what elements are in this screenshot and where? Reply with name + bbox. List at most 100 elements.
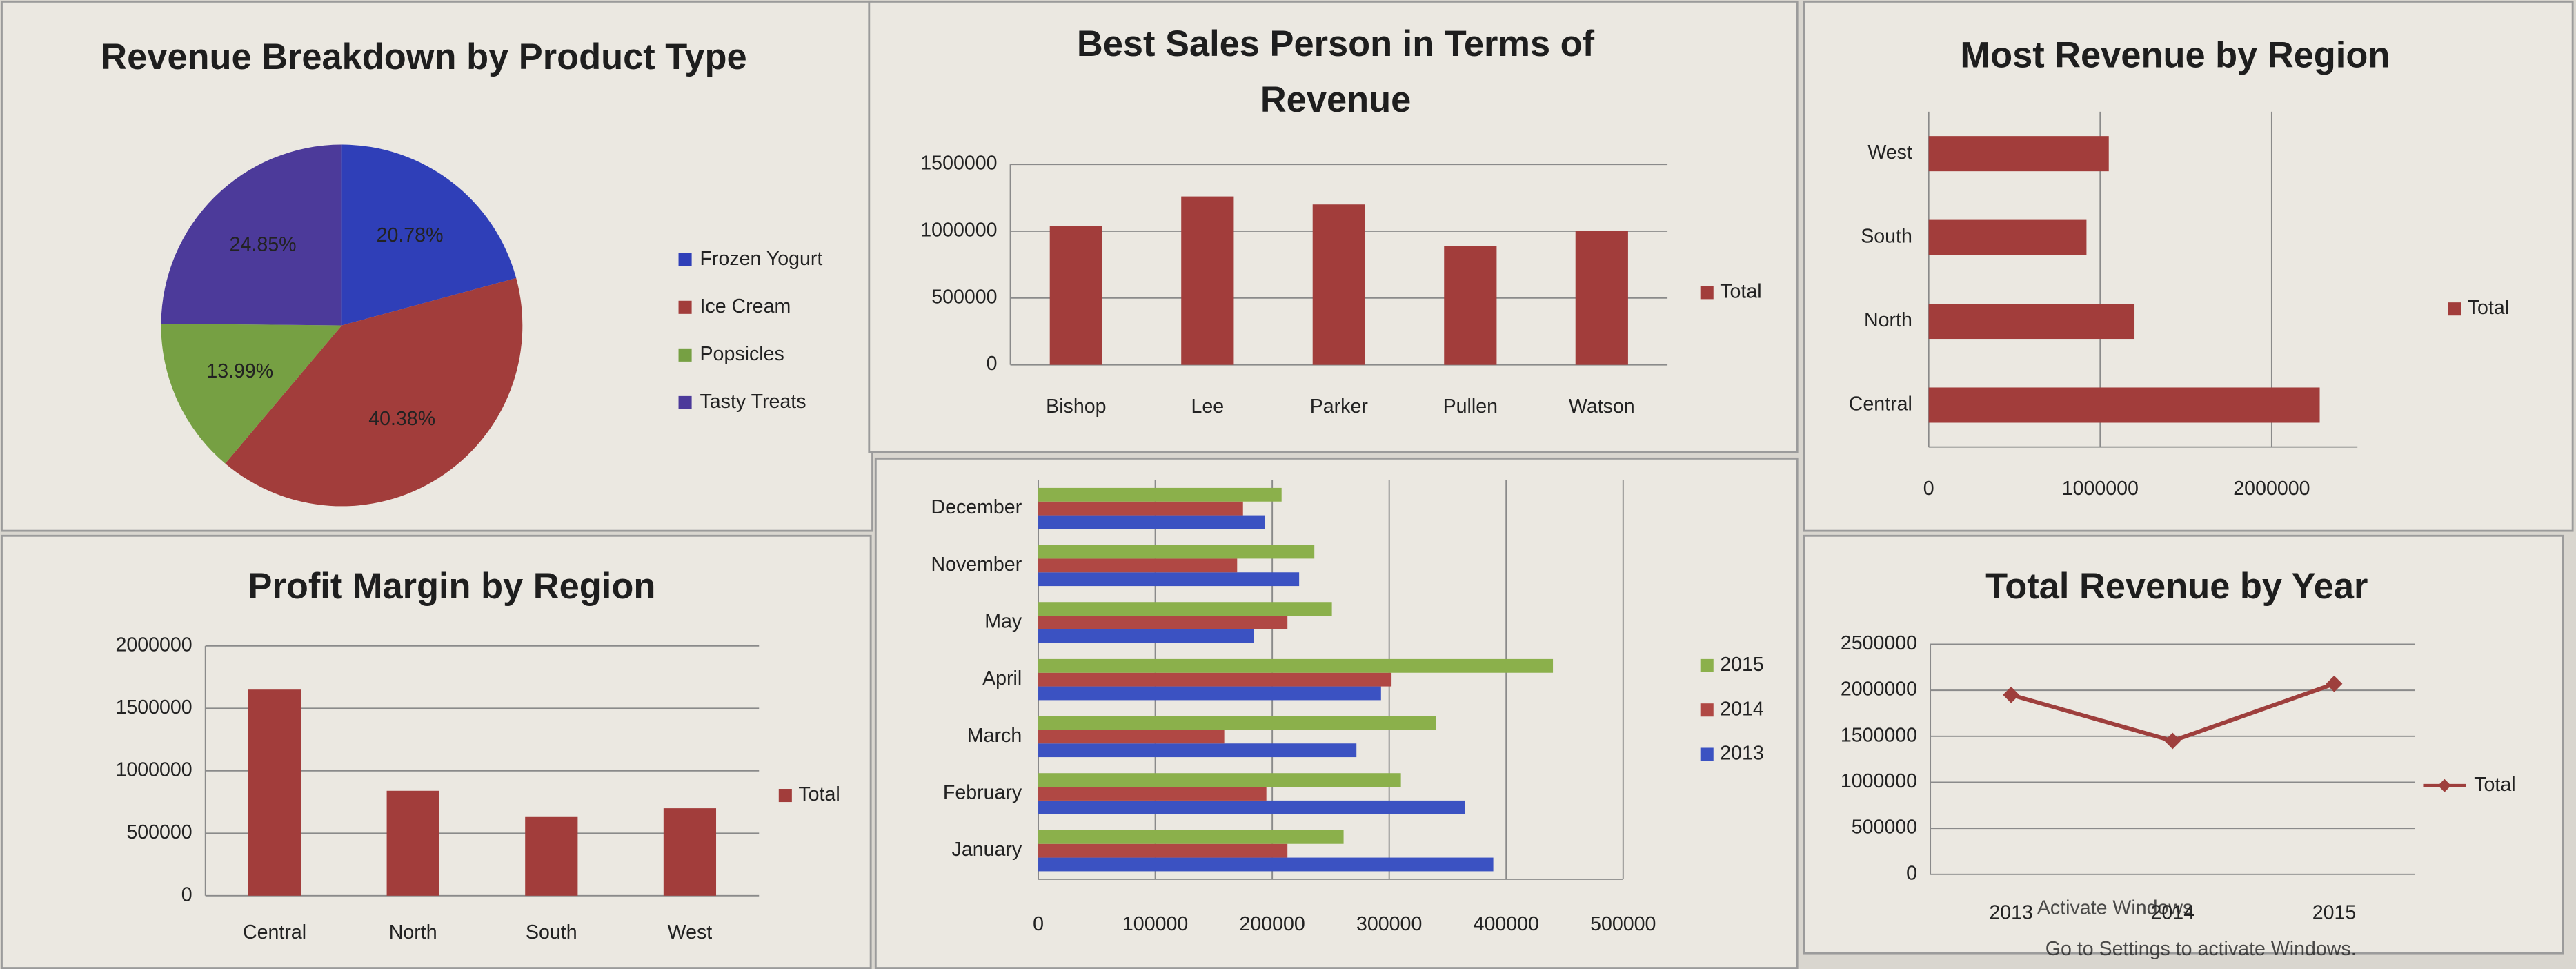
bar — [1038, 602, 1332, 616]
legend-swatch — [2448, 302, 2461, 316]
y-tick-label: 1000000 — [115, 758, 192, 781]
bar — [1038, 487, 1282, 502]
y-tick-label: South — [1861, 226, 1912, 248]
bar — [1928, 136, 2109, 172]
bar — [1049, 226, 1102, 365]
x-tick-label: 1000000 — [2062, 478, 2139, 500]
y-tick-label: 1500000 — [920, 153, 997, 175]
y-tick-label: 1000000 — [1841, 770, 1917, 792]
watermark-subtitle: Go to Settings to activate Windows. — [2045, 938, 2357, 960]
panel — [874, 457, 1799, 969]
bar — [1928, 219, 2087, 255]
x-tick-label: 400000 — [1474, 913, 1539, 935]
data-label: 20.78% — [377, 224, 444, 246]
y-tick-label: Central — [1849, 393, 1912, 415]
x-tick-label: Lee — [1191, 395, 1224, 418]
y-tick-label: 2000000 — [115, 634, 192, 656]
chart-title: Profit Margin by Region — [248, 565, 656, 607]
x-tick-label: 2013 — [1989, 902, 2033, 924]
bar — [1038, 616, 1288, 629]
y-tick-label: 0 — [181, 883, 192, 906]
legend-label: Total — [2468, 297, 2509, 319]
x-tick-label: 0 — [1923, 478, 1934, 500]
bar — [1038, 501, 1243, 516]
y-tick-label: 1500000 — [115, 696, 192, 718]
y-tick-label: 2000000 — [1841, 678, 1917, 701]
legend-label: Total — [1720, 280, 1761, 302]
x-tick-label: 200000 — [1239, 913, 1305, 935]
bar — [386, 790, 439, 896]
y-tick-label: February — [943, 782, 1022, 804]
y-tick-label: 0 — [1906, 862, 1917, 884]
legend-swatch — [1700, 703, 1714, 717]
legend-label: Tasty Treats — [700, 391, 806, 413]
x-tick-label: 2014 — [2151, 902, 2195, 924]
legend-label: Popsicles — [700, 343, 784, 365]
x-tick-label: Bishop — [1046, 395, 1106, 418]
bar — [1038, 572, 1300, 587]
x-tick-label: Pullen — [1443, 395, 1498, 418]
chart-title-box: Profit Margin by Region — [248, 565, 656, 607]
bar — [1575, 231, 1628, 365]
watermark-title: Activate Windows — [2037, 897, 2192, 919]
chart-title-box: Total Revenue by Year — [1985, 565, 2368, 607]
bar — [1038, 773, 1401, 787]
legend-swatch — [678, 348, 692, 362]
y-tick-label: 0 — [987, 353, 998, 375]
bar — [1038, 686, 1381, 701]
x-tick-label: 100000 — [1122, 913, 1188, 935]
legend-label: Total — [2474, 774, 2515, 796]
bar — [1038, 672, 1392, 687]
bar — [1038, 800, 1465, 814]
data-label: 13.99% — [206, 360, 273, 382]
y-tick-label: North — [1864, 309, 1912, 331]
data-label: 40.38% — [368, 408, 435, 430]
bar — [1038, 558, 1238, 573]
bar — [1038, 830, 1344, 844]
chart-title-box: Most Revenue by Region — [1960, 35, 2390, 76]
pie-slice — [225, 277, 523, 507]
x-tick-label: West — [668, 921, 713, 943]
legend-label: Ice Cream — [700, 295, 791, 317]
legend-swatch — [678, 253, 692, 266]
x-tick-label: 0 — [1033, 913, 1044, 935]
chart-title: Best Sales Person in Terms of Revenue — [1076, 23, 1595, 120]
panel — [1803, 0, 2574, 532]
data-label: 24.85% — [230, 234, 297, 256]
legend-swatch — [1700, 286, 1714, 300]
x-tick-label: Watson — [1569, 395, 1635, 418]
y-tick-label: 500000 — [126, 821, 192, 843]
line-marker — [2003, 686, 2020, 703]
bar — [663, 808, 717, 896]
legend-swatch — [778, 789, 792, 803]
y-tick-label: 500000 — [1852, 816, 1917, 839]
legend-swatch — [678, 395, 692, 409]
x-tick-label: 500000 — [1590, 913, 1656, 935]
x-tick-label: South — [526, 921, 577, 943]
bar — [1181, 196, 1234, 365]
legend-label: Total — [798, 783, 840, 805]
chart-title: Revenue Breakdown by Product Type — [101, 36, 747, 77]
bar — [1038, 857, 1494, 872]
chart-title-box: Best Sales Person in Terms of Revenue — [1076, 23, 1595, 120]
y-tick-label: 1000000 — [920, 219, 997, 242]
bar — [1444, 246, 1497, 365]
y-tick-label: November — [931, 554, 1022, 576]
bar — [1928, 387, 2320, 423]
legend-swatch — [1700, 658, 1714, 672]
chart-title: Total Revenue by Year — [1985, 565, 2368, 607]
bar — [1038, 787, 1267, 801]
y-tick-label: 500000 — [931, 286, 997, 308]
legend-label: 2014 — [1720, 698, 1764, 720]
x-tick-label: North — [389, 921, 437, 943]
bar — [1038, 730, 1225, 744]
x-tick-label: 2015 — [2312, 902, 2357, 924]
x-tick-label: 300000 — [1356, 913, 1422, 935]
y-tick-label: March — [967, 725, 1022, 747]
bar — [1038, 545, 1315, 559]
bar — [1038, 658, 1554, 673]
y-tick-label: December — [931, 496, 1022, 518]
bar — [1038, 629, 1254, 643]
